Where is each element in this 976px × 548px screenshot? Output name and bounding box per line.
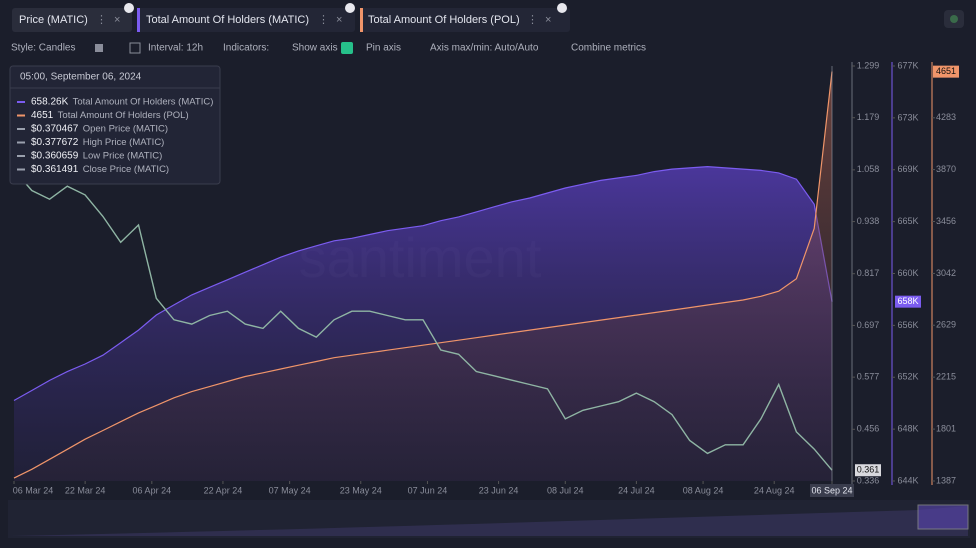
tooltip-label: Total Amount Of Holders (MATIC): [73, 97, 214, 108]
tooltip-value: $0.377672: [31, 137, 79, 148]
toolbar-item[interactable]: Style: Candles: [11, 43, 75, 54]
x-tick-label: 06 Mar 24: [13, 485, 54, 495]
y-tick-label: 2215: [936, 372, 956, 382]
y-tick-label: 652K: [897, 372, 918, 382]
token-icon: [345, 3, 355, 13]
close-icon[interactable]: ×: [545, 14, 551, 26]
series-line: [13, 71, 833, 479]
y-tick-label: 0.697: [857, 320, 880, 330]
last-value-label: 658K: [897, 296, 918, 306]
tooltip-label: Close Price (MATIC): [83, 164, 169, 175]
tooltip-value: $0.370467: [31, 124, 79, 135]
tab-accent: [137, 8, 140, 32]
x-tick-label: 22 Mar 24: [65, 485, 106, 495]
x-label-highlight: [810, 484, 854, 497]
x-tick-label: 24 Aug 24: [754, 485, 795, 495]
y-tick-label: 677K: [897, 60, 918, 70]
y-tick-label: 660K: [897, 268, 918, 278]
tab[interactable]: [137, 8, 355, 32]
y-tick-label: 0.456: [857, 424, 880, 434]
navigator-preview: [10, 506, 968, 536]
x-tick-label: 24 Jul 24: [618, 485, 655, 495]
y-tick-label: 2629: [936, 320, 956, 330]
tooltip-label: Total Amount Of Holders (POL): [58, 110, 189, 121]
tooltip-box: [9, 65, 221, 185]
toolbar-item[interactable]: Show axis: [292, 43, 338, 54]
tooltip: 05:00, September 06, 2024 658.26K Total A…: [9, 65, 221, 185]
y-tick-label: 1387: [936, 475, 956, 485]
y-tick-label: 3042: [936, 268, 956, 278]
toolbar-item[interactable]: Interval: 12h: [148, 43, 203, 54]
tab-label[interactable]: Price (MATIC): [19, 14, 88, 26]
token-icon: [557, 3, 567, 13]
tooltip-label: Low Price (MATIC): [83, 151, 163, 162]
tooltip-label: High Price (MATIC): [83, 137, 165, 148]
tab[interactable]: [360, 8, 570, 32]
y-tick-label: 0.938: [857, 216, 880, 226]
tab-label[interactable]: Total Amount Of Holders (MATIC): [146, 14, 309, 26]
menu-icon[interactable]: ⋮: [527, 14, 538, 26]
series-line: [13, 169, 833, 471]
close-icon[interactable]: ×: [336, 14, 342, 26]
x-tick-label: 23 May 24: [340, 485, 382, 495]
y-tick-label: 0.577: [857, 372, 880, 382]
menu-icon[interactable]: ⋮: [96, 14, 107, 26]
area-fill: [14, 71, 832, 481]
last-value-label: 0.361: [857, 465, 880, 475]
y-tick-label: 1.058: [857, 164, 880, 174]
y-tick-label: 1801: [936, 423, 956, 433]
x-tick-label: 06 Apr 24: [133, 485, 172, 495]
plot: 0.336 0.456 0.577 0.697 0.817 0.938 1.058 1.179…: [13, 60, 959, 497]
last-value-badge: [855, 464, 881, 477]
y-tick-label: 648K: [897, 424, 918, 434]
y-tick-label: 0.336: [857, 475, 880, 485]
y-tick-label: 1.299: [857, 60, 880, 70]
tab[interactable]: [12, 8, 132, 32]
interval-icon: [129, 42, 141, 54]
x-tick-label: 07 Jun 24: [408, 485, 448, 495]
token-icon: [124, 3, 134, 13]
tooltip-value: 658.26K: [31, 97, 69, 108]
x-tick-label: 07 May 24: [269, 485, 311, 495]
last-value-badge: [933, 65, 959, 78]
navigator-window[interactable]: [917, 504, 969, 530]
tooltip-value: $0.360659: [31, 151, 79, 162]
y-tick-label: 644K: [897, 475, 918, 485]
y-tick-label: 4283: [936, 112, 956, 122]
y-tick-label: 665K: [897, 216, 918, 226]
y-tick-label: 3870: [936, 164, 956, 174]
x-tick-label: 23 Jun 24: [479, 485, 519, 495]
tab-label[interactable]: Total Amount Of Holders (POL): [368, 14, 520, 26]
close-icon[interactable]: ×: [114, 14, 120, 26]
last-value-label: 4651: [936, 66, 956, 76]
y-tick-label: 673K: [897, 112, 918, 122]
y-tick-label: 669K: [897, 164, 918, 174]
toolbar-item[interactable]: Axis max/min: Auto/Auto: [430, 43, 539, 54]
x-tick-label: 08 Aug 24: [683, 485, 724, 495]
x-tick-label: 08 Jul 24: [547, 485, 584, 495]
last-value-badge: [895, 295, 921, 308]
tooltip-value: $0.361491: [31, 164, 79, 175]
status-dot: [950, 15, 958, 23]
color-swatch[interactable]: [95, 44, 103, 52]
menu-icon[interactable]: ⋮: [318, 14, 329, 26]
tab-accent: [360, 8, 363, 32]
tooltip-label: Open Price (MATIC): [83, 124, 168, 135]
y-tick-label: 656K: [897, 320, 918, 330]
y-tick-label: 3456: [936, 216, 956, 226]
toolbar-item[interactable]: Combine metrics: [571, 43, 646, 54]
tooltip-value: 4651: [31, 110, 54, 121]
checkbox[interactable]: [341, 42, 353, 54]
x-tick-label: 06 Sep 24: [811, 485, 852, 495]
y-tick-label: 0.817: [857, 268, 880, 278]
series-line: [13, 165, 833, 402]
y-tick-label: 1.179: [857, 112, 880, 122]
toolbar-item[interactable]: Indicators:: [223, 43, 269, 54]
x-tick-label: 22 Apr 24: [204, 485, 243, 495]
tooltip-title: 05:00, September 06, 2024: [20, 72, 142, 83]
tab-controls: ⋮ × ⋮ × ⋮ ×: [96, 14, 551, 26]
toolbar-item[interactable]: Pin axis: [366, 43, 401, 54]
